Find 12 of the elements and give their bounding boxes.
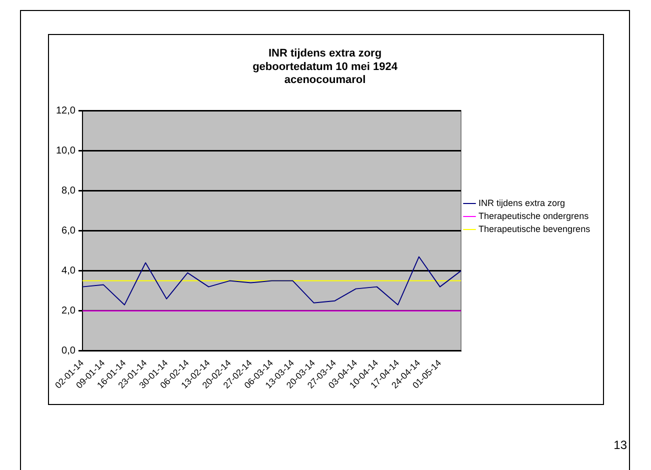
y-tick-label: 12,0 (56, 105, 76, 116)
y-tick-label: 10,0 (56, 145, 76, 156)
y-tick-label: 2,0 (62, 306, 76, 317)
legend-label: Therapeutische bevengrens (478, 224, 591, 234)
legend-label: INR tijdens extra zorg (478, 198, 566, 208)
chart-title: INR tijdens extra zorg geboortedatum 10 mei 1924 acenocoumarol (252, 48, 398, 86)
text: 13 (614, 438, 627, 452)
y-tick-label: 8,0 (62, 185, 76, 196)
y-tick-label: 4,0 (62, 266, 76, 277)
legend-label: Therapeutische ondergrens (478, 210, 590, 221)
y-tick-label: 0,0 (62, 346, 76, 357)
y-tick-label: 6,0 (62, 225, 76, 236)
